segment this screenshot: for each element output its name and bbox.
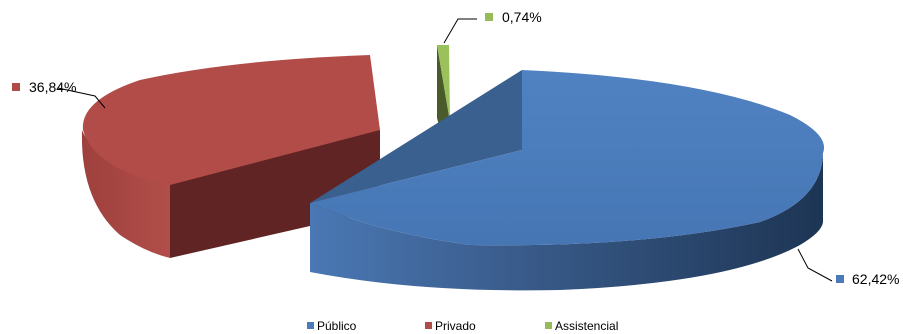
slice-publico-top — [310, 70, 825, 246]
leader-line-assistencial — [443, 18, 477, 44]
slice-assistencial-top — [437, 45, 450, 122]
legend-swatch-publico — [307, 322, 314, 329]
data-label-privado-text: 36,84% — [29, 79, 76, 95]
data-label-privado: 36,84% — [12, 79, 76, 95]
slice-publico-cut-face — [310, 70, 522, 203]
legend-swatch-privado — [425, 322, 432, 329]
legend-item-privado: Privado — [425, 319, 476, 333]
legend-label-publico: Público — [317, 319, 357, 333]
legend-item-assistencial: Assistencial — [545, 319, 618, 333]
slice-publico — [310, 70, 825, 291]
slice-privado-side-outer — [81, 130, 170, 258]
leader-lines — [57, 18, 833, 282]
legend-swatch-assistencial — [545, 322, 552, 329]
legend: Público Privado Assistencial — [307, 319, 618, 333]
legend-item-publico: Público — [307, 319, 357, 333]
data-label-publico: 62,42% — [836, 271, 899, 287]
legend-label-privado: Privado — [435, 319, 476, 333]
data-label-marker-publico — [836, 275, 844, 283]
slice-privado-top — [82, 55, 380, 185]
data-label-publico-text: 62,42% — [852, 271, 899, 287]
leader-line-privado — [57, 87, 106, 109]
data-label-assistencial: 0,74% — [485, 9, 542, 25]
slice-privado — [81, 55, 380, 258]
data-label-marker-privado — [12, 83, 20, 91]
leader-line-publico — [797, 248, 833, 282]
legend-label-assistencial: Assistencial — [555, 319, 618, 333]
data-label-assistencial-text: 0,74% — [502, 9, 542, 25]
slice-publico-side — [310, 153, 823, 291]
data-label-marker-assistencial — [485, 13, 493, 21]
